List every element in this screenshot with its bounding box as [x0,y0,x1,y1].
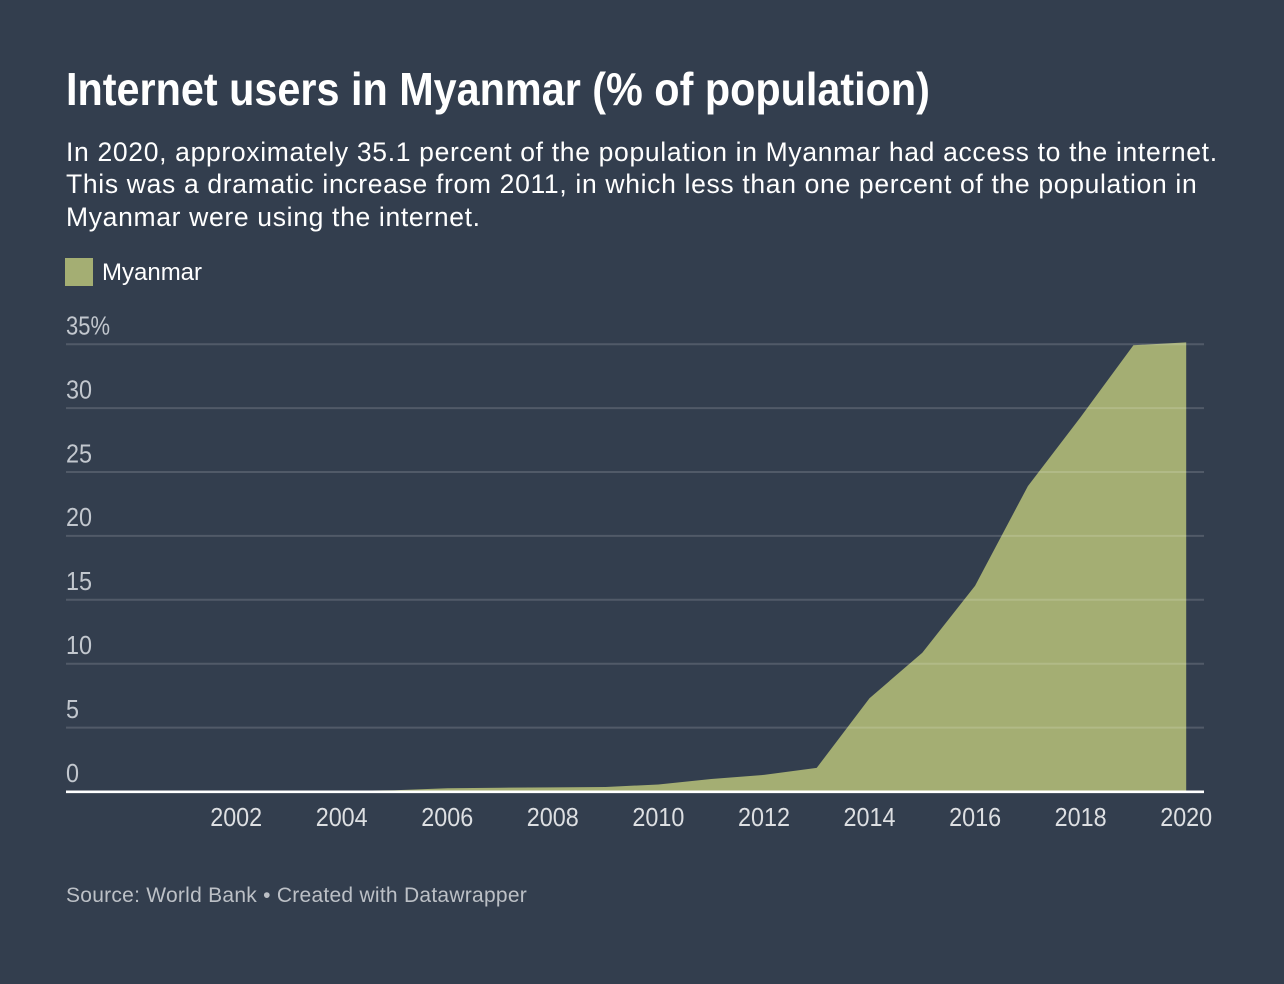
svg-text:15: 15 [66,566,92,596]
svg-text:2006: 2006 [421,802,473,832]
svg-text:10: 10 [66,630,92,660]
svg-text:30: 30 [66,374,92,404]
svg-text:2002: 2002 [210,802,262,832]
svg-text:25: 25 [66,438,92,468]
svg-text:2008: 2008 [527,802,579,832]
svg-text:2004: 2004 [316,802,368,832]
svg-text:2010: 2010 [632,802,684,832]
svg-text:35%: 35% [66,311,110,341]
svg-text:0: 0 [66,758,79,788]
svg-text:2018: 2018 [1055,802,1107,832]
svg-text:20: 20 [66,502,92,532]
svg-text:2014: 2014 [844,802,896,832]
svg-text:2012: 2012 [738,802,790,832]
svg-text:2020: 2020 [1160,802,1212,832]
svg-text:5: 5 [66,694,79,724]
svg-text:2016: 2016 [949,802,1001,832]
